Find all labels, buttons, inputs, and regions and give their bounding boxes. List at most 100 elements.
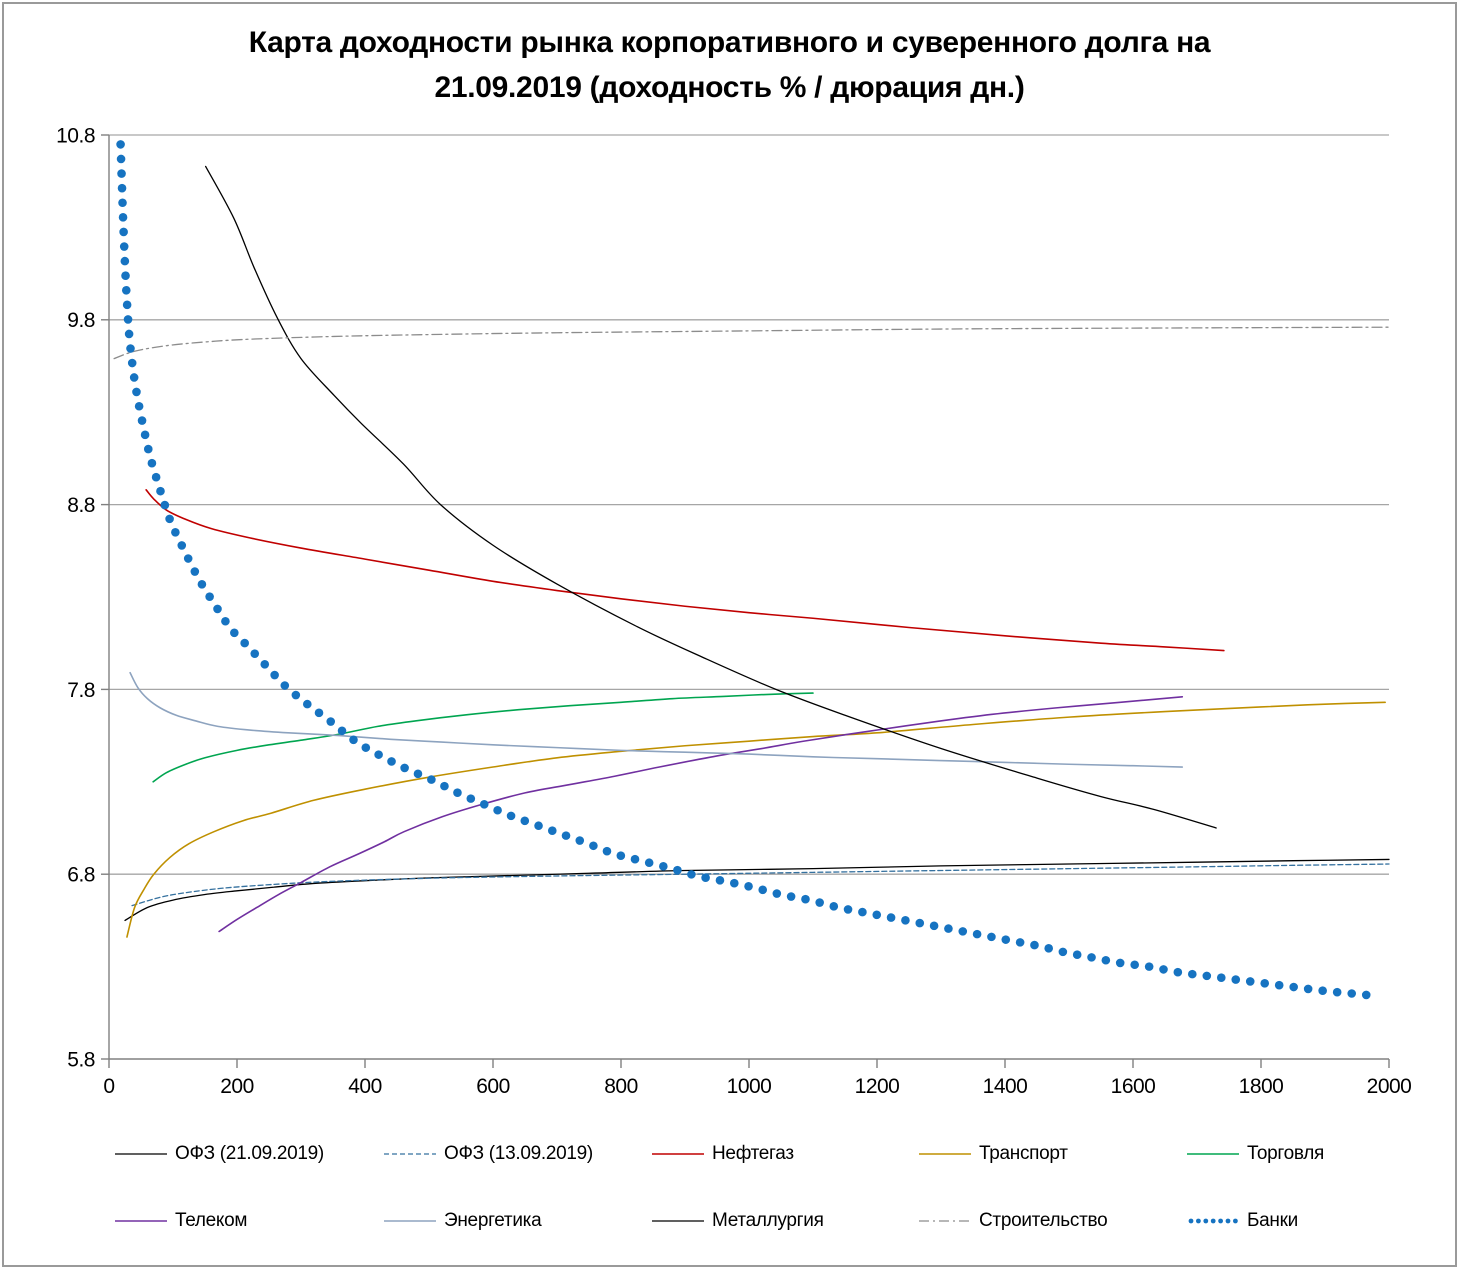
series-dot (815, 898, 824, 907)
series-dot (126, 344, 135, 353)
legend-item-ОФЗ (21.09.2019): ОФЗ (21.09.2019) (115, 1143, 324, 1165)
legend-label: Банки (1247, 1210, 1298, 1231)
series-line-1 (131, 863, 1390, 907)
series-dot (140, 430, 150, 440)
series-dot (901, 916, 910, 925)
series-dots-9 (116, 140, 1371, 1000)
series-dot (872, 910, 882, 920)
legend-item-Торговля: Торговля (1187, 1143, 1324, 1165)
series-dot (314, 708, 324, 718)
series-dot (493, 805, 502, 815)
series-dot (466, 794, 476, 803)
series-dot (1115, 958, 1125, 968)
series-dot (987, 932, 996, 942)
series-dot (123, 315, 133, 324)
legend-sample-Транспорт (919, 1153, 971, 1155)
x-tick-label: 400 (348, 1075, 382, 1098)
legend-sample-Банки (1188, 1218, 1238, 1224)
series-dot (786, 892, 796, 901)
series-dot (644, 858, 654, 868)
legend-label: Торговля (1247, 1143, 1324, 1164)
legend-sample-dot (1203, 1218, 1209, 1224)
legend-sample-Нефтегаз (652, 1153, 704, 1155)
series-dot (190, 567, 200, 576)
series-dot (240, 638, 249, 648)
legend-label: Строительство (979, 1210, 1108, 1231)
series-dot (230, 628, 239, 638)
series-dot (534, 821, 543, 831)
series-dot (291, 690, 301, 700)
y-tick-label: 9.8 (67, 309, 95, 332)
series-dot (479, 800, 489, 809)
series-dot (630, 854, 640, 864)
series-dot (120, 256, 130, 266)
series-dot (1044, 944, 1053, 953)
series-dot (118, 198, 127, 208)
legend-item-Металлургия: Металлургия (652, 1210, 824, 1232)
series-dot (129, 373, 139, 382)
legend-sample-dot (1225, 1218, 1231, 1224)
series-dot (117, 183, 127, 193)
series-dot (147, 458, 157, 468)
series-dot (772, 889, 782, 898)
series-dot (119, 227, 128, 237)
x-tick-label: 1600 (1111, 1075, 1156, 1098)
series-dot (156, 486, 165, 496)
series-dot (280, 681, 290, 690)
series-dot (1202, 971, 1212, 981)
x-tick-label: 800 (604, 1075, 638, 1098)
legend-item-Банки: Банки (1187, 1210, 1298, 1232)
series-dot (400, 763, 409, 773)
x-tick-label: 2000 (1367, 1075, 1412, 1098)
legend-sample-dot (1233, 1218, 1238, 1224)
series-dot (1289, 982, 1298, 992)
series-dot (1087, 953, 1096, 962)
legend-sample-Металлургия (652, 1220, 704, 1222)
legend-item-Строительство: Строительство (919, 1210, 1108, 1232)
x-tick-label: 1200 (855, 1075, 900, 1098)
series-dot (929, 921, 939, 931)
series-line-7 (204, 165, 1217, 829)
series-dot (602, 846, 612, 856)
series-dot (171, 527, 180, 537)
series-line-5 (218, 695, 1184, 933)
series-dot (427, 775, 436, 784)
series-dot (958, 927, 968, 936)
y-tick-label: 7.8 (67, 679, 95, 702)
series-dot (326, 717, 336, 726)
series-dot (361, 743, 371, 752)
series-dot (137, 416, 147, 425)
y-tick-label: 8.8 (67, 494, 95, 517)
y-tick-label: 6.8 (67, 864, 95, 887)
series-dot (205, 592, 214, 601)
series-dot (349, 735, 358, 745)
series-dot (1260, 978, 1270, 988)
legend-item-Нефтегаз: Нефтегаз (652, 1143, 794, 1165)
series-dot (177, 541, 187, 550)
series-line-8 (113, 326, 1390, 360)
series-dot (260, 659, 270, 669)
legend-item-Энергетика: Энергетика (384, 1210, 542, 1232)
x-tick-label: 200 (220, 1075, 254, 1098)
series-dot (701, 873, 710, 883)
legend-sample-ОФЗ (21.09.2019) (115, 1153, 167, 1155)
series-dot (915, 918, 925, 928)
series-dot (744, 881, 753, 891)
series-dot (1231, 975, 1241, 984)
series-dot (1361, 990, 1371, 1000)
series-dot (134, 401, 144, 411)
series-dot (160, 500, 170, 510)
series-dot (413, 769, 423, 779)
x-tick-label: 1800 (1239, 1075, 1284, 1098)
series-dot (1072, 950, 1082, 959)
series-dot (1173, 967, 1183, 977)
series-line-4 (152, 692, 814, 783)
chart-title: Карта доходности рынка корпоративного и … (4, 20, 1455, 110)
legend-sample-dot (1188, 1218, 1194, 1224)
series-dot (1187, 969, 1197, 979)
series-dot (151, 472, 161, 482)
series-dot (165, 514, 174, 524)
series-dot (589, 841, 598, 851)
legend-sample-dot (1196, 1218, 1201, 1224)
